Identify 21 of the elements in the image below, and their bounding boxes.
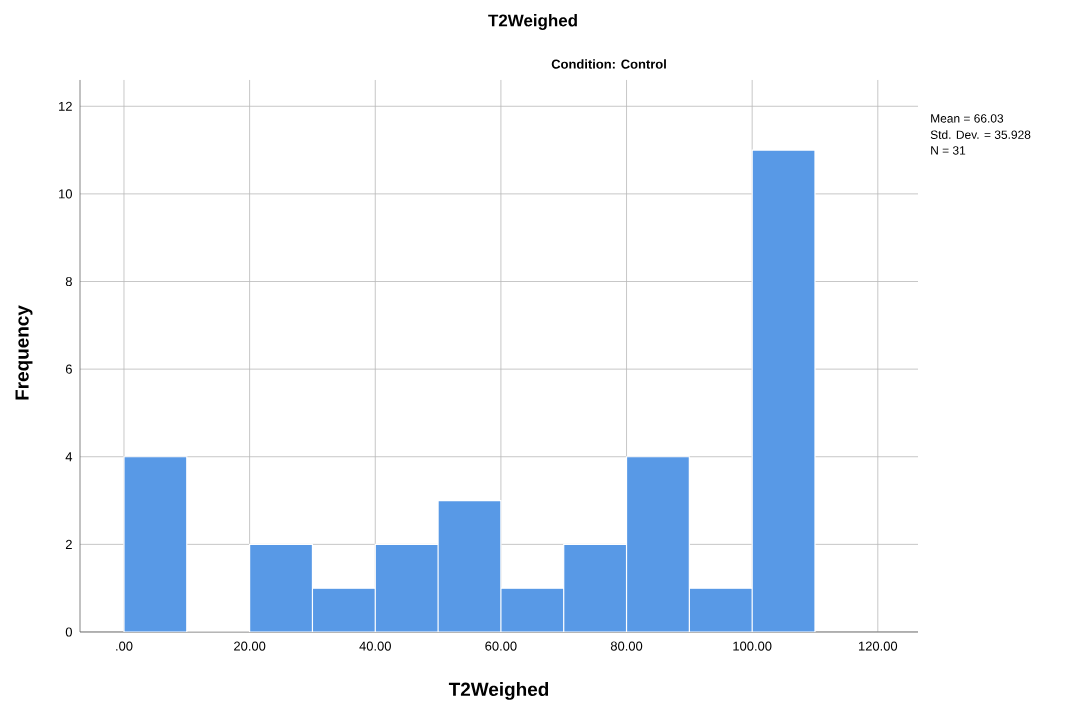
x-tick-label: 100.00 bbox=[733, 641, 772, 651]
text: Mean = 66.03 bbox=[931, 114, 1004, 123]
x-tick-label: 120.00 bbox=[858, 641, 898, 651]
y-tick-label: 10 bbox=[59, 189, 72, 199]
y-axis-title: Frequency bbox=[15, 305, 33, 400]
text: Std. Dev. = 35.928 bbox=[930, 130, 1031, 139]
chart-title: T2Weighed bbox=[488, 14, 577, 30]
x-tick-label: 20.00 bbox=[234, 641, 266, 651]
x-tick-label: 80.00 bbox=[610, 641, 643, 651]
chart-subtitle: Condition: Control bbox=[551, 59, 666, 69]
x-tick-label: 60.00 bbox=[485, 641, 517, 651]
y-tick-label: 8 bbox=[65, 276, 72, 287]
x-tick-label: 40.00 bbox=[359, 641, 391, 651]
y-tick-label: 0 bbox=[65, 627, 72, 637]
x-tick-label: .00 bbox=[116, 641, 133, 651]
y-tick-label: 4 bbox=[65, 452, 73, 462]
y-tick-label: 2 bbox=[65, 539, 72, 549]
y-tick-label: 12 bbox=[59, 101, 72, 111]
x-axis-title: T2Weighed bbox=[448, 682, 549, 700]
text: N = 31 bbox=[931, 146, 966, 155]
y-tick-label: 6 bbox=[65, 364, 72, 374]
